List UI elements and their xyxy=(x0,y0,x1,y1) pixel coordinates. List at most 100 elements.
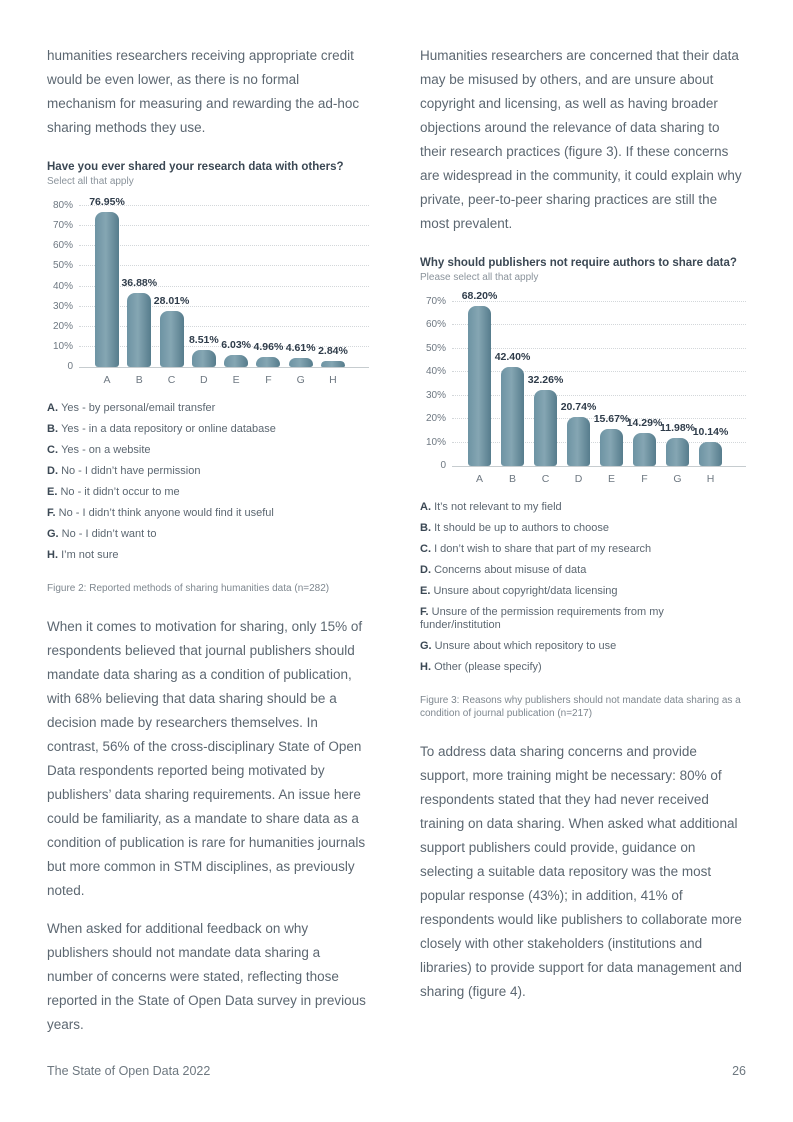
legend-item: C. Yes - on a website xyxy=(47,444,151,456)
legend-item: G. Unsure about which repository to use xyxy=(420,640,617,652)
bar-G: 11.98% xyxy=(660,302,695,466)
body-paragraph: When asked for additional feedback on wh… xyxy=(47,921,366,1032)
bar-value-label: 28.01% xyxy=(153,294,190,307)
bar-E: 6.03% xyxy=(221,206,252,367)
bar-value-label: 36.88% xyxy=(121,276,158,289)
legend-key: H. xyxy=(420,661,435,673)
x-tick-label: G xyxy=(673,473,682,485)
legend-key: A. xyxy=(47,402,62,414)
x-tick-label: H xyxy=(329,374,337,386)
bar-value-label: 20.74% xyxy=(560,401,597,414)
y-tick-label: 40% xyxy=(52,280,73,292)
bar-value-label: 4.61% xyxy=(285,341,316,354)
chart-subtitle: Please select all that apply xyxy=(420,272,539,283)
legend-key: C. xyxy=(47,444,62,456)
y-tick-label: 10% xyxy=(52,340,73,352)
bar-D: 8.51% xyxy=(188,206,219,367)
x-tick-label: E xyxy=(232,374,240,386)
bar-E: 15.67% xyxy=(594,302,629,466)
x-tick-label: G xyxy=(296,374,305,386)
figure3-caption: Figure 3: Reasons why publishers should … xyxy=(420,695,741,719)
y-tick-label: 70% xyxy=(52,220,73,232)
x-tick-label: D xyxy=(200,374,208,386)
figure2-block: Have you ever shared your research data … xyxy=(47,160,369,595)
y-tick-label: 60% xyxy=(52,240,73,252)
legend-item: E. Unsure about copyright/data licensing xyxy=(420,585,618,597)
bar-value-label: 6.03% xyxy=(221,338,252,351)
bars: 68.20% 42.40% 32.26% 20.74% 15.67% 14.29% 11.9… xyxy=(452,290,746,466)
legend-key: G. xyxy=(420,640,435,652)
bar-D: 20.74% xyxy=(561,302,596,466)
bar-value-label: 68.20% xyxy=(461,290,498,303)
figure3-legend: A. It’s not relevant to my field B. It sh… xyxy=(420,501,746,674)
legend-item: D. No - I didn’t have permission xyxy=(47,465,201,477)
page-footer: The State of Open Data 2022 26 xyxy=(47,1064,746,1078)
legend-item: D. Concerns about misuse of data xyxy=(420,564,587,576)
legend-item: F. No - I didn’t think anyone would find… xyxy=(47,507,274,519)
legend-item: H. Other (please specify) xyxy=(420,661,542,673)
legend-key: E. xyxy=(47,486,61,498)
chart-subtitle: Select all that apply xyxy=(47,176,134,187)
legend-key: F. xyxy=(47,507,59,519)
bar-value-label: 11.98% xyxy=(659,421,696,434)
bar-value-label: 32.26% xyxy=(527,374,564,387)
legend-key: H. xyxy=(47,549,62,561)
x-tick-label: F xyxy=(641,473,648,485)
x-tick-label: B xyxy=(135,374,143,386)
bar-A: 68.20% xyxy=(462,290,497,466)
bar-value-label: 76.95% xyxy=(89,196,125,209)
bar-value-label: 2.84% xyxy=(318,345,348,358)
x-tick-label: F xyxy=(265,374,272,386)
y-tick-label: 60% xyxy=(425,319,446,331)
bar-C: 28.01% xyxy=(154,206,189,367)
x-tick-label: H xyxy=(706,473,715,485)
x-tick-label: A xyxy=(475,473,483,485)
bar-value-label: 8.51% xyxy=(188,333,219,346)
y-tick-label: 30% xyxy=(52,300,73,312)
legend-key: B. xyxy=(420,522,435,534)
bar-value-label: 42.40% xyxy=(494,350,531,363)
legend-key: D. xyxy=(420,564,435,576)
figure3-block: Why should publishers not require author… xyxy=(420,256,746,720)
x-tick-label: E xyxy=(607,473,615,485)
y-tick-label: 50% xyxy=(52,260,73,272)
y-tick-label: 70% xyxy=(425,296,446,307)
legend-item: A. Yes - by personal/email transfer xyxy=(47,402,216,414)
figure3-bar-chart: 70% 60% 50% 40% 30% 20% 10% 0 68.20% 42.40% 32.26… xyxy=(420,290,746,485)
bars: 76.95% 36.88% 28.01% 8.51% 6.03% 4.96% 4.61% 2.… xyxy=(79,196,369,367)
legend-key: D. xyxy=(47,465,62,477)
legend-item: A. It’s not relevant to my field xyxy=(420,501,562,513)
figure2-caption: Figure 2: Reported methods of sharing hu… xyxy=(47,583,330,594)
plot-area: 80% 70% 60% 50% 40% 30% 20% 10% 0 76.95% 36.88% 28… xyxy=(53,196,369,372)
legend-key: B. xyxy=(47,423,62,435)
bar-value-label: 4.96% xyxy=(253,341,284,354)
y-tick-label: 20% xyxy=(52,320,73,332)
x-tick-label: C xyxy=(167,374,176,386)
bar-B: 42.40% xyxy=(495,302,530,466)
legend-item: E. No - it didn’t occur to me xyxy=(47,486,180,498)
x-tick-label: D xyxy=(574,473,583,485)
bar-value-label: 14.29% xyxy=(626,416,663,429)
body-paragraph: Humanities researchers are concerned tha… xyxy=(420,48,742,231)
left-column: humanities researchers receiving appropr… xyxy=(47,44,369,1037)
legend-item: C. I don’t wish to share that part of my… xyxy=(420,543,652,555)
y-tick-label: 0 xyxy=(67,361,73,372)
legend-item: B. Yes - in a data repository or online … xyxy=(47,423,276,435)
body-paragraph: When it comes to motivation for sharing,… xyxy=(47,619,366,898)
body-paragraph: humanities researchers receiving appropr… xyxy=(47,48,360,135)
legend-key: A. xyxy=(420,501,435,513)
figure2-legend: A. Yes - by personal/email transfer B. Ye… xyxy=(47,402,369,562)
bar-F: 4.96% xyxy=(254,206,283,367)
x-axis-labels: A B C D E F G H xyxy=(452,473,746,485)
bar-G: 4.61% xyxy=(285,206,316,367)
y-tick-label: 30% xyxy=(425,389,446,401)
y-tick-label: 50% xyxy=(425,342,446,354)
figure2-bar-chart: 80% 70% 60% 50% 40% 30% 20% 10% 0 76.95% 36.88% 28… xyxy=(47,196,369,386)
x-tick-label: A xyxy=(103,374,111,386)
bar-value-label: 15.67% xyxy=(593,413,630,426)
x-tick-label: C xyxy=(541,473,550,485)
right-column: Humanities researchers are concerned tha… xyxy=(420,44,746,1004)
legend-item: B. It should be up to authors to choose xyxy=(420,522,609,534)
bar-B: 36.88% xyxy=(121,206,157,367)
